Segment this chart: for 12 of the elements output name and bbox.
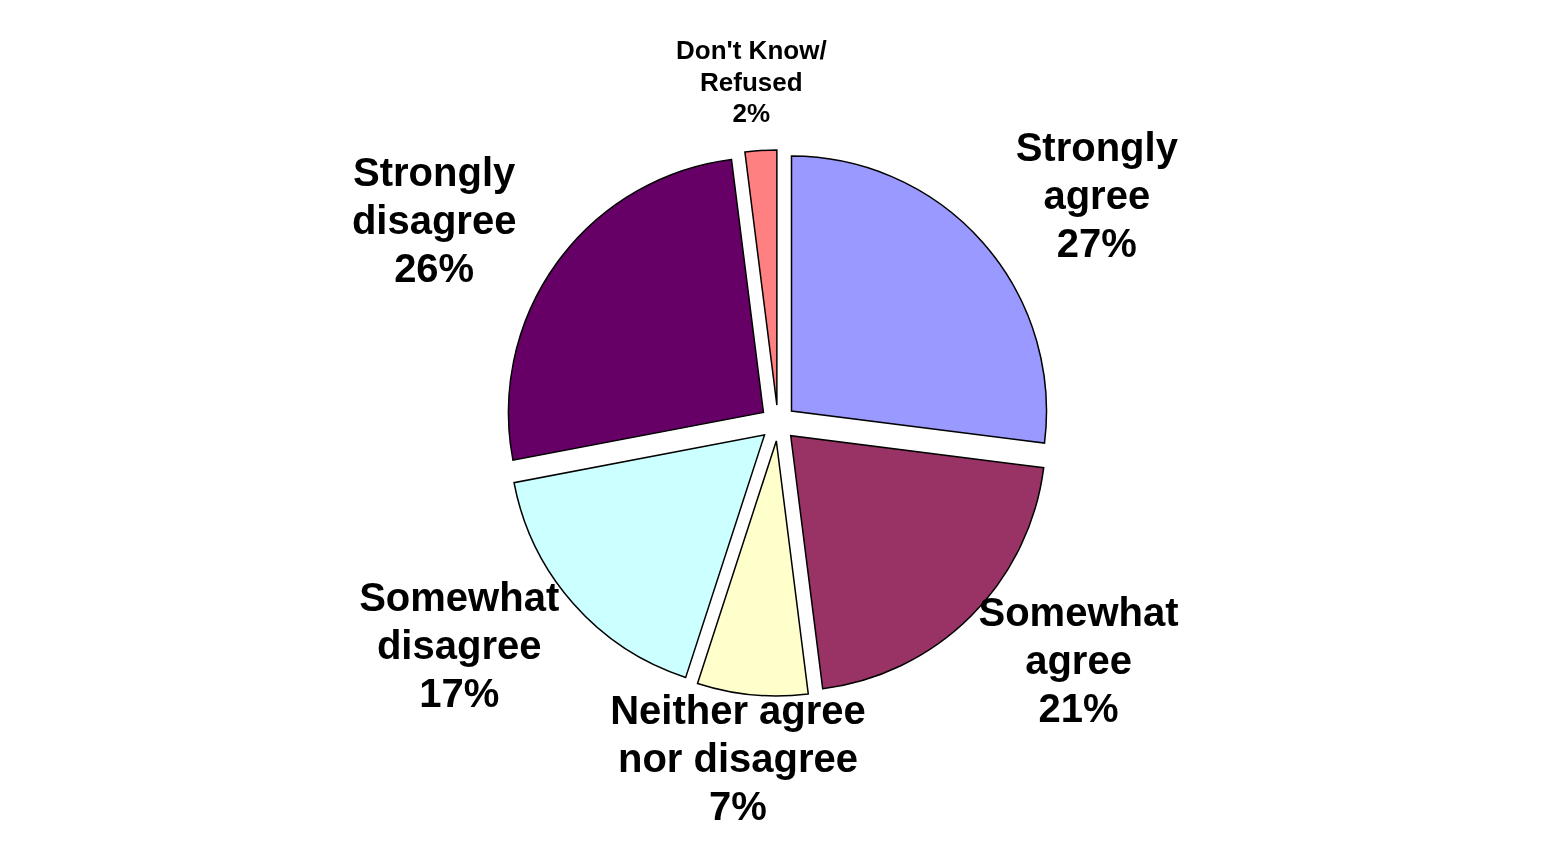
slice-label: Strongly agree bbox=[1015, 124, 1179, 217]
data-label: 2% bbox=[732, 97, 771, 128]
data-label: 7% bbox=[709, 784, 767, 829]
data-label: 27% bbox=[1056, 220, 1137, 265]
slice-label: Don't Know/Refused bbox=[676, 35, 827, 97]
slice-label: Neither agree nor disagree bbox=[610, 688, 866, 781]
slice-label: Somewhat agree bbox=[978, 589, 1179, 682]
slice-label: Strongly disagree bbox=[351, 149, 517, 242]
slice-label: Somewhat disagree bbox=[359, 574, 560, 667]
data-label: 26% bbox=[394, 245, 475, 290]
data-label: 17% bbox=[419, 670, 500, 715]
data-label: 21% bbox=[1038, 685, 1119, 730]
